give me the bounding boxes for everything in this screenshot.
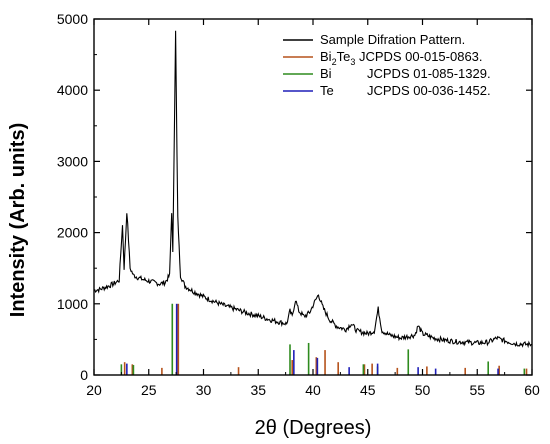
y-tick-label: 5000 [57,11,88,27]
legend: Sample Difration Pattern. Bi2Te3 JCPDS 00… [283,32,491,98]
x-tick-label: 30 [196,382,212,398]
x-tick-label: 40 [305,382,321,398]
legend-label: Te [320,83,334,98]
x-axis-title: 2θ (Degrees) [255,417,372,439]
x-tick-label: 55 [469,382,485,398]
x-tick-label: 50 [415,382,431,398]
axes: 20 25 30 35 40 45 50 55 60 0 1000 2000 3000 4000 5000 [57,11,540,398]
legend-label: Sample Difration Pattern. [320,32,465,47]
y-tick-label: 2000 [57,225,88,241]
x-tick-label: 60 [524,382,540,398]
plot-area [94,19,532,375]
legend-label: Bi [320,66,332,81]
y-tick-label: 3000 [57,153,88,169]
legend-label: Bi2Te3 JCPDS 00-015-0863. [320,49,483,67]
x-tick-label: 35 [250,382,266,398]
x-tick-label: 25 [141,382,157,398]
reference-lines [120,303,528,375]
y-tick-label: 4000 [57,82,88,98]
y-axis-title: Intensity (Arb. units) [7,123,29,317]
legend-card-label: JCPDS 00-036-1452. [367,83,491,98]
sample-pattern-line [93,30,533,349]
y-tick-label: 0 [80,367,88,383]
plot-background [94,19,532,375]
y-tick-label: 1000 [57,296,88,312]
x-tick-label: 45 [360,382,376,398]
series-layer [93,30,533,349]
x-tick-label: 20 [86,382,102,398]
legend-card-label: JCPDS 01-085-1329. [367,66,491,81]
